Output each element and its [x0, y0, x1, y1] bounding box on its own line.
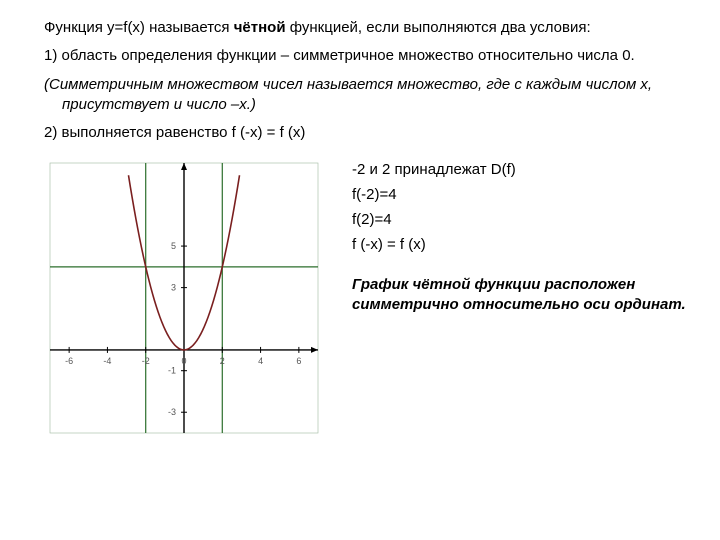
chart-container: -6 -4 -2 0 2 4 6 -3 -1 3 5 [26, 155, 336, 455]
lower-row: -6 -4 -2 0 2 4 6 -3 -1 3 5 -2 и 2 принадлежат D(f)… [26, 155, 694, 455]
fact-domain: -2 и 2 принадлежат D(f) [352, 161, 694, 178]
page: Функция y=f(x) называется чётной функцие… [0, 0, 720, 465]
svg-text:0: 0 [181, 356, 186, 366]
svg-text:-2: -2 [142, 356, 150, 366]
condition-2: 2) выполняется равенство f (-x) = f (x) [26, 123, 694, 143]
symmetry-caption: График чётной функции расположен симметр… [352, 275, 694, 314]
svg-text:4: 4 [258, 356, 263, 366]
parabola-chart: -6 -4 -2 0 2 4 6 -3 -1 3 5 [26, 155, 326, 455]
fact-identity: f (-x) = f (x) [352, 236, 694, 253]
svg-text:-1: -1 [168, 366, 176, 376]
svg-text:-3: -3 [168, 407, 176, 417]
def1-b: функцией, если выполняются два условия: [286, 19, 591, 36]
svg-text:3: 3 [171, 283, 176, 293]
right-column: -2 и 2 принадлежат D(f) f(-2)=4 f(2)=4 f… [336, 155, 694, 455]
symmetric-set-note: (Симметричным множеством чисел называетс… [26, 75, 694, 116]
svg-text:2: 2 [220, 356, 225, 366]
svg-text:-4: -4 [103, 356, 111, 366]
svg-text:6: 6 [296, 356, 301, 366]
def1-bold: чётной [234, 19, 286, 36]
def1-a: Функция y=f(x) называется [44, 19, 234, 36]
definition-line-1: Функция y=f(x) называется чётной функцие… [26, 18, 694, 38]
condition-1: 1) область определения функции – симметр… [26, 46, 694, 66]
svg-text:5: 5 [171, 241, 176, 251]
fact-fneg2: f(-2)=4 [352, 186, 694, 203]
svg-text:-6: -6 [65, 356, 73, 366]
fact-f2: f(2)=4 [352, 211, 694, 228]
